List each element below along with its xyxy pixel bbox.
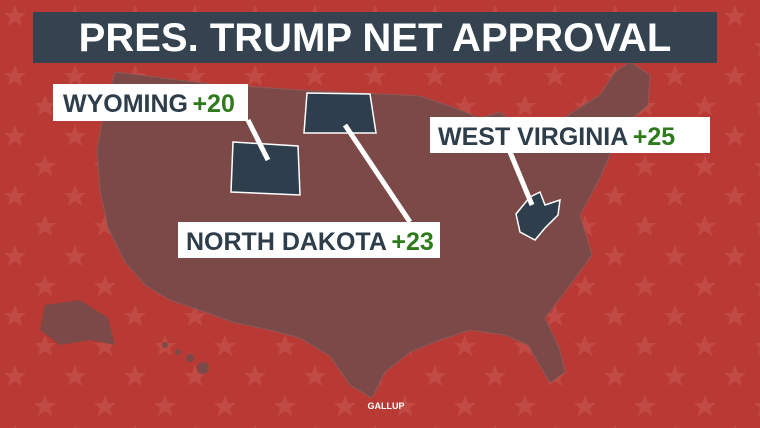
hawaii	[162, 342, 209, 374]
state-value: +25	[633, 123, 676, 151]
callout-box	[53, 84, 248, 121]
alaska	[40, 300, 115, 345]
west-virginia-shape	[515, 190, 561, 241]
callout: WEST VIRGINIA +25	[438, 123, 675, 151]
connector	[245, 118, 271, 162]
connector	[342, 123, 413, 224]
state-name: WEST VIRGINIA	[438, 123, 628, 151]
state-name: WYOMING	[63, 90, 188, 118]
source: GALLUP	[368, 401, 405, 411]
state-value: +23	[391, 228, 433, 256]
state-name: NORTH DAKOTA	[186, 228, 387, 256]
callout-box	[178, 222, 440, 258]
callout-box	[430, 117, 710, 153]
callout: WYOMING +20	[63, 90, 235, 118]
state-value: +20	[192, 90, 234, 118]
north-dakota-shape	[303, 92, 377, 134]
title: PRES. TRUMP NET APPROVAL	[79, 16, 672, 60]
callout: NORTH DAKOTA +23	[186, 228, 434, 256]
connector	[507, 151, 535, 206]
wyoming-shape	[230, 141, 301, 196]
title-box	[33, 12, 717, 63]
